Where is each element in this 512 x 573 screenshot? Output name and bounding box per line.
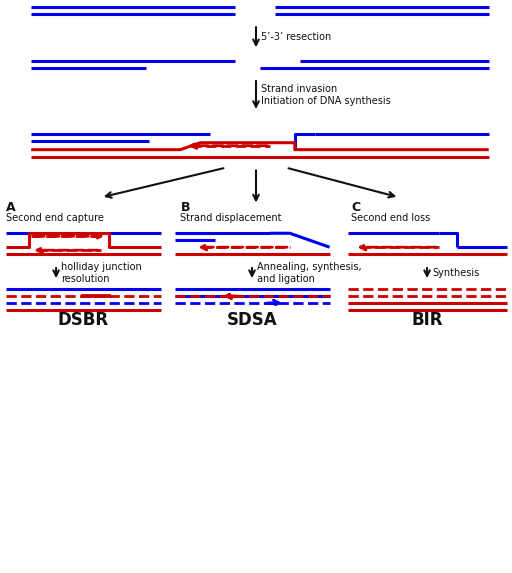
Text: SDSA: SDSA bbox=[227, 311, 278, 329]
Text: Strand displacement: Strand displacement bbox=[180, 213, 282, 223]
Text: BIR: BIR bbox=[411, 311, 443, 329]
Text: C: C bbox=[351, 201, 360, 214]
Text: Synthesis: Synthesis bbox=[432, 268, 479, 278]
Text: Second end loss: Second end loss bbox=[351, 213, 431, 223]
Text: B: B bbox=[180, 201, 190, 214]
Text: Annealing, synthesis,
and ligation: Annealing, synthesis, and ligation bbox=[257, 262, 361, 284]
Text: holliday junction
resolution: holliday junction resolution bbox=[61, 262, 142, 284]
Text: A: A bbox=[6, 201, 16, 214]
Text: Second end capture: Second end capture bbox=[6, 213, 104, 223]
Text: DSBR: DSBR bbox=[57, 311, 109, 329]
Text: 5’-3’ resection: 5’-3’ resection bbox=[261, 32, 331, 42]
Text: Strand invasion
Initiation of DNA synthesis: Strand invasion Initiation of DNA synthe… bbox=[261, 84, 391, 106]
